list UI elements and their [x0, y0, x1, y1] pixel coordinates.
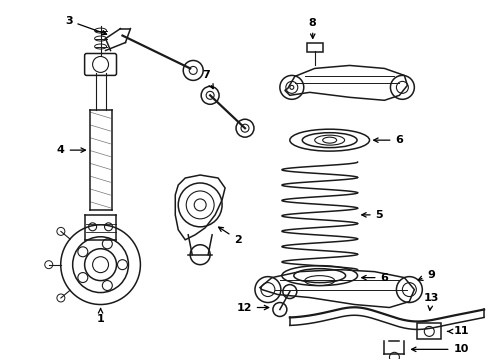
- Text: 9: 9: [418, 270, 435, 280]
- Text: 6: 6: [374, 135, 403, 145]
- Text: 2: 2: [219, 227, 242, 245]
- Text: 12: 12: [236, 302, 269, 312]
- Text: 13: 13: [423, 293, 439, 310]
- Text: 10: 10: [412, 345, 469, 354]
- Text: 6: 6: [362, 273, 389, 283]
- Text: 5: 5: [362, 210, 383, 220]
- Bar: [307, 42, 323, 53]
- Text: 4: 4: [57, 145, 85, 155]
- Text: 7: 7: [202, 71, 213, 89]
- Text: 3: 3: [65, 15, 107, 35]
- Text: 11: 11: [448, 327, 469, 336]
- Bar: [417, 323, 441, 339]
- Text: 8: 8: [309, 18, 317, 39]
- Text: 1: 1: [97, 309, 104, 324]
